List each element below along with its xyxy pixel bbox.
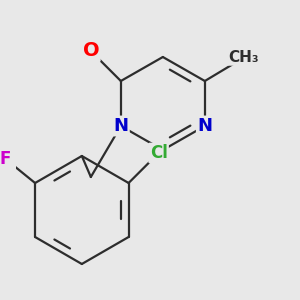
Text: Cl: Cl [150, 144, 167, 162]
Text: N: N [113, 117, 128, 135]
Text: CH₃: CH₃ [229, 50, 259, 64]
Text: F: F [0, 150, 11, 168]
Text: O: O [82, 41, 99, 61]
Text: N: N [197, 117, 212, 135]
